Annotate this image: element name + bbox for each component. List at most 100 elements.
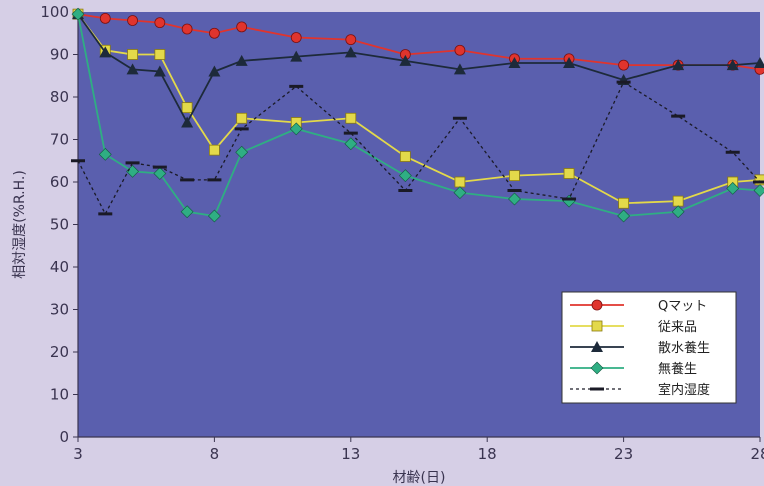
x-tick-label: 8 (210, 445, 220, 463)
axes: 0 10 20 30 40 50 60 70 80 90 100 3 8 13 18 23 28 材齢(日) 相対湿… (12, 3, 764, 486)
data-point (591, 341, 603, 352)
data-point (181, 116, 194, 128)
data-point (591, 320, 603, 332)
legend-entry: Qマット (570, 299, 707, 314)
data-point (181, 23, 193, 35)
data-point (590, 361, 604, 375)
data-point (180, 178, 195, 182)
data-point (617, 209, 631, 223)
data-point (289, 84, 304, 88)
data-point (235, 54, 248, 66)
data-point (616, 80, 631, 84)
legend-entry: 室内湿度 (570, 382, 710, 398)
y-tick-label: 80 (50, 88, 69, 106)
data-point (127, 15, 138, 26)
y-tick-label: 40 (50, 258, 69, 276)
data-point (753, 184, 764, 197)
data-point (153, 167, 167, 180)
x-tick-label: 13 (341, 445, 360, 463)
data-point (562, 197, 577, 201)
data-point (180, 205, 194, 219)
x-tick-label: 18 (478, 445, 497, 463)
data-point (671, 114, 686, 118)
data-point (343, 131, 358, 135)
data-point (563, 57, 576, 68)
data-point (671, 205, 685, 219)
series-4 (71, 7, 764, 223)
data-point (345, 112, 357, 124)
data-point (207, 209, 221, 223)
data-point (344, 46, 357, 58)
data-point (454, 44, 466, 56)
legend-entry: 無養生 (570, 361, 697, 377)
data-point (563, 168, 575, 179)
data-point (126, 63, 139, 75)
data-point (618, 59, 629, 71)
data-point (399, 151, 411, 162)
data-point (398, 189, 413, 192)
data-point (726, 181, 740, 195)
legend-entry: 散水養生 (570, 340, 710, 356)
y-tick-label: 30 (50, 301, 69, 319)
data-point (208, 27, 220, 39)
data-point (345, 34, 357, 46)
x-tick-label: 28 (750, 445, 764, 463)
data-point (452, 116, 467, 120)
data-point (153, 65, 166, 77)
y-tick-label: 20 (50, 343, 69, 361)
data-point (236, 112, 248, 124)
data-point (71, 7, 85, 21)
y-tick-label: 90 (50, 46, 69, 64)
data-point (753, 180, 764, 184)
legend-entry: 従来品 (570, 320, 697, 335)
data-point (125, 161, 140, 165)
data-point (618, 197, 629, 209)
data-point (591, 299, 603, 311)
data-point (207, 178, 222, 182)
data-point (154, 49, 166, 60)
data-point (152, 165, 167, 169)
y-tick-label: 50 (50, 216, 69, 234)
series-layer (71, 7, 764, 223)
data-point (234, 127, 249, 131)
y-tick-label: 100 (40, 3, 69, 21)
series-5 (71, 80, 764, 216)
data-point (508, 192, 521, 206)
data-point (290, 32, 302, 43)
data-point (208, 65, 221, 77)
data-point (672, 59, 685, 71)
y-tick-label: 0 (59, 428, 69, 446)
data-point (454, 176, 466, 188)
legend-label: 無養生 (658, 361, 697, 377)
y-tick-label: 70 (50, 131, 69, 149)
y-tick-label: 60 (50, 173, 69, 191)
data-point (672, 195, 684, 207)
data-point (235, 145, 249, 159)
data-point (590, 387, 604, 391)
data-point (98, 147, 112, 161)
y-axis-title: 相対湿度(%R.H.) (12, 170, 28, 279)
data-point (507, 189, 522, 192)
data-point (453, 186, 467, 200)
data-point (290, 50, 303, 62)
data-point (99, 12, 111, 24)
data-point (98, 212, 113, 216)
data-point (154, 17, 166, 29)
legend-label: 室内湿度 (658, 382, 710, 398)
data-point (71, 159, 85, 163)
data-point (725, 150, 740, 154)
data-point (181, 102, 193, 114)
data-point (509, 170, 520, 182)
x-tick-label: 23 (614, 445, 633, 463)
data-point (127, 49, 138, 60)
data-point (344, 137, 358, 151)
data-point (726, 59, 739, 71)
data-point (453, 63, 466, 75)
legend-label: Qマット (658, 299, 707, 314)
data-point (236, 21, 248, 33)
data-point (508, 57, 521, 68)
data-point (99, 46, 112, 58)
